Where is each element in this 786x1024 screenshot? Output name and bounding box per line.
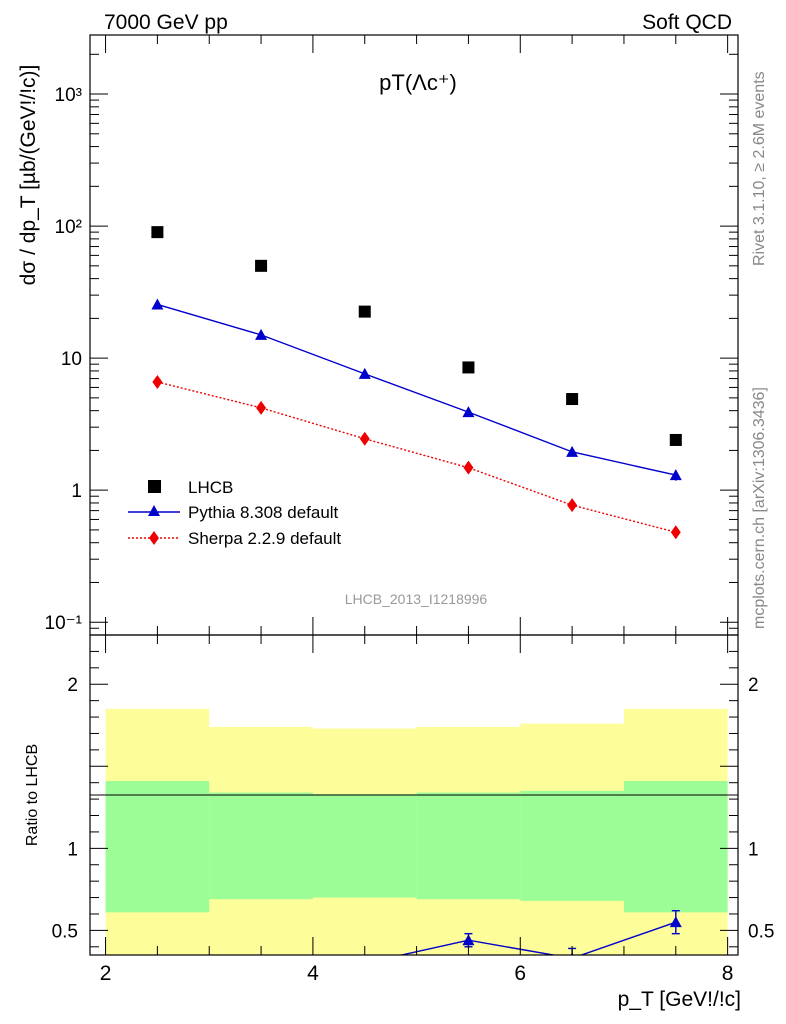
y-tick-label: 1 bbox=[71, 481, 82, 502]
band-inner bbox=[623, 781, 728, 913]
series-line bbox=[157, 381, 676, 533]
mcplots-label: mcplots.cern.ch [arXiv:1306.3436] bbox=[751, 387, 768, 629]
legend-sherpa-marker bbox=[149, 531, 159, 545]
ratio-y-axis-label: Ratio to LHCB bbox=[24, 744, 41, 846]
y-tick-label: 1 bbox=[67, 839, 78, 860]
ratio-point bbox=[359, 957, 371, 968]
watermark: LHCB_2013_I1218996 bbox=[345, 591, 488, 607]
y-tick-label: 10² bbox=[55, 217, 82, 238]
legend-pythia-marker bbox=[148, 505, 160, 516]
ratio-point bbox=[669, 916, 682, 928]
data-point bbox=[358, 305, 371, 318]
x-tick-label: 2 bbox=[100, 962, 112, 985]
legend-lhcb-marker bbox=[148, 480, 161, 493]
main-axes: 10⁻¹ 1 10 10² 10³ bbox=[45, 35, 738, 636]
band-inner bbox=[416, 792, 521, 900]
y-tick-label: 2 bbox=[748, 675, 759, 696]
y-tick-label: 0.5 bbox=[748, 921, 774, 942]
data-point bbox=[566, 445, 579, 457]
data-point bbox=[566, 393, 579, 406]
ratio-frame bbox=[89, 634, 739, 956]
x-axis-label: p_T [GeV!/!c] bbox=[618, 988, 741, 1011]
x-tick-label: 8 bbox=[722, 962, 734, 985]
x-tick-label: 6 bbox=[514, 962, 526, 985]
series-line bbox=[157, 303, 676, 476]
data-point bbox=[670, 525, 681, 540]
y-tick-label: 10 bbox=[61, 349, 82, 370]
legend-pythia-label: Pythia 8.308 default bbox=[188, 503, 339, 522]
rivet-label: Rivet 3.1.10, ≥ 2.6M events bbox=[751, 71, 768, 266]
band-inner bbox=[312, 794, 417, 898]
main-data-points bbox=[151, 226, 682, 540]
header-right: Soft QCD bbox=[642, 11, 732, 34]
y-tick-label: 0.5 bbox=[52, 921, 78, 942]
band-inner bbox=[105, 781, 210, 913]
data-point bbox=[462, 406, 475, 418]
ratio-axes: 2 4 6 8 0.5 0.5 1 1 2 2 bbox=[52, 635, 774, 985]
y-tick-label: 10⁻¹ bbox=[45, 613, 83, 634]
legend-sherpa-label: Sherpa 2.2.9 default bbox=[188, 529, 341, 548]
data-point bbox=[151, 298, 164, 310]
x-tick-label: 4 bbox=[307, 962, 319, 985]
data-point bbox=[567, 498, 578, 513]
legend: LHCB Pythia 8.308 default Sherpa 2.2.9 d… bbox=[128, 478, 341, 548]
data-point bbox=[463, 460, 474, 475]
data-point bbox=[151, 226, 164, 239]
data-point bbox=[669, 433, 682, 446]
band-inner bbox=[209, 792, 313, 900]
data-point bbox=[256, 400, 267, 415]
data-point bbox=[359, 431, 370, 446]
y-axis-label: dσ / dp_T [µb/(GeV!/!c)] bbox=[17, 65, 40, 286]
legend-lhcb-label: LHCB bbox=[188, 478, 233, 497]
ratio-point bbox=[462, 934, 475, 946]
band-inner bbox=[520, 790, 624, 901]
y-tick-label: 1 bbox=[748, 839, 759, 860]
data-point bbox=[152, 374, 163, 389]
ratio-uncertainty-bands bbox=[105, 708, 728, 955]
y-tick-label: 10³ bbox=[55, 85, 82, 106]
main-plot: pT(Λc⁺) dσ / dp_T [µb/(GeV!/!c)] LHCB_20… bbox=[17, 35, 738, 636]
header-left: 7000 GeV pp bbox=[104, 11, 228, 34]
data-point bbox=[255, 259, 268, 272]
data-point bbox=[255, 328, 268, 340]
y-tick-label: 2 bbox=[67, 675, 78, 696]
data-point bbox=[462, 361, 475, 374]
chart-title: pT(Λc⁺) bbox=[379, 70, 457, 95]
main-series-lines bbox=[157, 303, 676, 533]
data-point bbox=[358, 367, 371, 379]
data-point bbox=[669, 469, 682, 481]
ratio-plot: 2 4 6 8 0.5 0.5 1 1 2 2 Ratio to LHCB p_T [GeV!/!… bbox=[24, 635, 774, 1011]
